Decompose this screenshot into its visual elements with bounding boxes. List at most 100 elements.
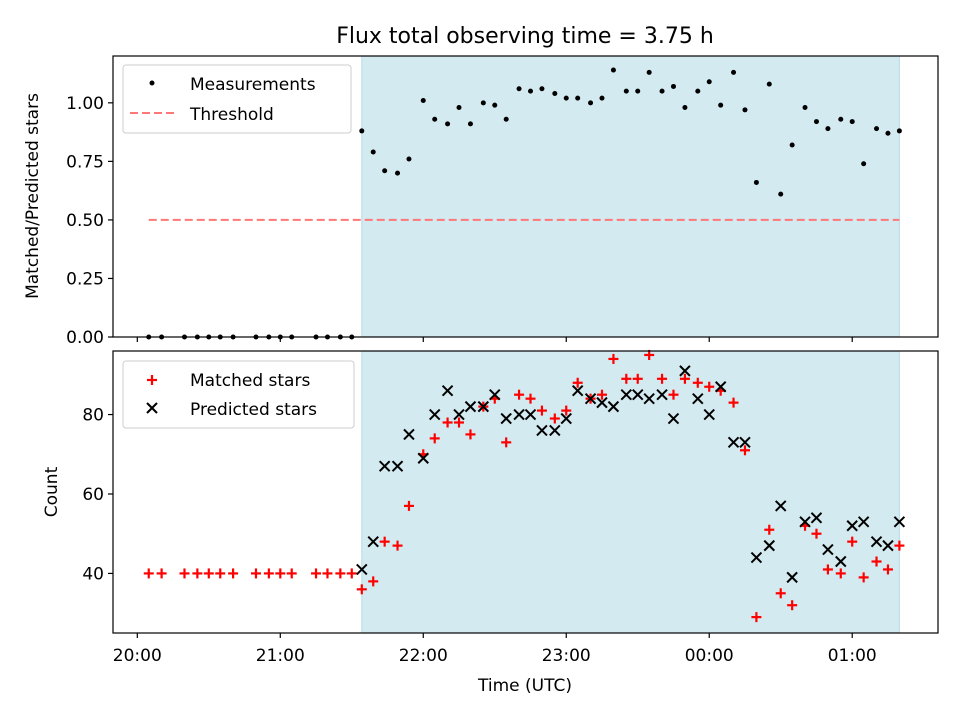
predicted-point: [763, 539, 775, 552]
matched-point: [203, 568, 214, 579]
predicted-point: [596, 396, 608, 409]
predicted-point: [620, 388, 633, 401]
bottom-y-axis-label: Count: [42, 466, 62, 517]
ratio-y-tick-label: 0.25: [66, 269, 104, 289]
predicted-point: [536, 424, 548, 437]
count-y-tick-label: 60: [82, 485, 104, 505]
predicted-point: [667, 412, 680, 425]
ratio-panel: 0.00 0.25 0.50 0.75 1.00: [66, 55, 939, 348]
matched-point: [465, 429, 476, 440]
predicted-point: [584, 392, 597, 405]
matched-point: [728, 397, 739, 408]
ratio-point: [552, 90, 558, 96]
ratio-point: [646, 69, 652, 75]
ratio-point: [742, 107, 748, 113]
ratio-point: [359, 128, 365, 134]
ratio-point: [467, 121, 473, 127]
matched-point: [882, 564, 893, 575]
predicted-point: [607, 400, 620, 413]
top-y-axis-label: Matched/Predicted stars: [23, 93, 43, 299]
ratio-point: [492, 102, 498, 108]
matched-point: [335, 568, 346, 579]
predicted-point: [489, 388, 501, 401]
matched-point: [596, 389, 607, 400]
matched-point: [379, 536, 390, 547]
ratio-legend: Measurements Threshold: [122, 64, 352, 134]
matched-point: [356, 584, 367, 595]
matched-point: [811, 528, 822, 539]
matched-point: [215, 568, 226, 579]
matched-point: [644, 349, 655, 360]
predicted-point: [500, 412, 512, 425]
ratio-point: [753, 179, 759, 185]
predicted-point: [893, 516, 906, 528]
ratio-y-tick-label: 0.00: [66, 328, 104, 348]
ratio-y-tick-label: 1.00: [66, 94, 104, 114]
matched-point: [392, 540, 403, 551]
matched-point: [822, 564, 833, 575]
matched-point: [751, 612, 762, 623]
ratio-point: [885, 130, 891, 136]
matched-point: [632, 373, 643, 384]
ratio-point: [370, 149, 376, 155]
legend-marker-matched: [147, 375, 157, 385]
matched-point: [668, 389, 679, 400]
legend-label-threshold: Threshold: [189, 105, 274, 125]
matched-point: [192, 568, 203, 579]
count-y-tick-label: 40: [82, 564, 104, 584]
predicted-point: [810, 512, 823, 524]
ratio-point: [420, 97, 426, 103]
predicted-point: [775, 500, 787, 512]
matched-point: [286, 568, 297, 579]
matched-point: [143, 568, 154, 579]
predicted-point: [549, 424, 561, 437]
matched-point: [442, 417, 453, 428]
ratio-point: [670, 83, 676, 89]
matched-point: [858, 572, 869, 583]
ratio-point: [706, 79, 712, 85]
predicted-point: [560, 412, 572, 425]
matched-point: [775, 588, 786, 599]
ratio-point: [874, 126, 880, 132]
ratio-point: [456, 105, 462, 111]
matched-point: [346, 568, 357, 579]
predicted-point: [703, 408, 715, 421]
x-tick-label: 21:00: [256, 646, 305, 666]
predicted-point: [571, 385, 584, 397]
predicted-point: [632, 388, 644, 401]
ratio-point: [432, 116, 438, 122]
legend-label-predicted: Predicted stars: [190, 400, 317, 420]
matched-point: [525, 393, 536, 404]
ratio-point: [610, 67, 616, 73]
ratio-legend-box: [122, 64, 352, 134]
matched-point: [692, 377, 703, 388]
predicted-point: [679, 365, 691, 377]
matched-point: [429, 433, 440, 444]
predicted-point: [846, 520, 858, 532]
matched-point: [572, 377, 583, 388]
count-y-tick-label: 80: [82, 406, 104, 426]
predicted-point: [727, 436, 740, 449]
count-axes-frame: [112, 350, 939, 634]
matched-point: [621, 373, 632, 384]
ratio-point: [731, 69, 737, 75]
chart-title: Flux total observing time = 3.75 h: [336, 24, 714, 49]
ratio-point: [825, 126, 831, 132]
x-tick-label: 01:00: [828, 646, 877, 666]
matched-point: [657, 373, 668, 384]
matched-point: [739, 445, 750, 456]
predicted-point: [378, 460, 391, 472]
matched-point: [679, 373, 690, 384]
matched-point: [311, 568, 322, 579]
predicted-point: [750, 551, 763, 564]
predicted-point: [391, 460, 404, 472]
ratio-point: [718, 102, 724, 108]
matched-point: [514, 389, 525, 400]
matched-point: [403, 500, 414, 511]
ratio-point: [382, 168, 388, 174]
legend-label-matched: Matched stars: [190, 371, 310, 391]
x-tick-label: 00:00: [685, 646, 734, 666]
matched-point: [787, 600, 798, 611]
ratio-point: [516, 86, 522, 92]
